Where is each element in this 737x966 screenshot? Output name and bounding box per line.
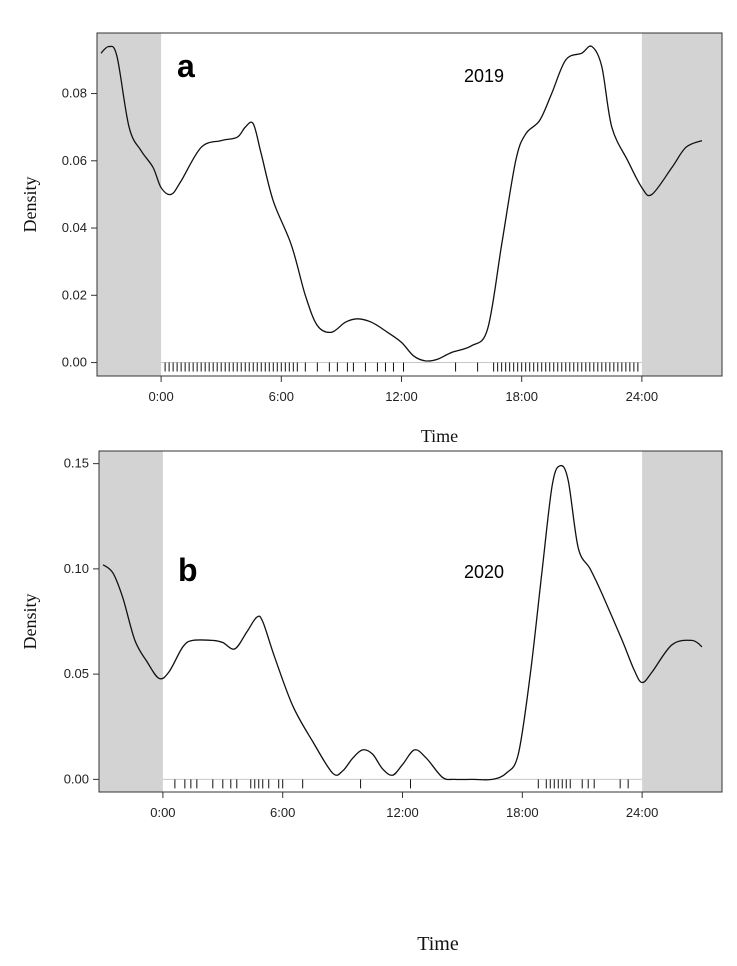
x-tick-label: 24:00	[626, 389, 659, 404]
footer-time-label: Time	[417, 933, 459, 955]
y-tick-label: 0.05	[64, 666, 89, 681]
panel-b-density-curve	[102, 464, 703, 781]
panel-a-x-axis-title: Time	[421, 426, 458, 446]
panel-a-letter: a	[177, 48, 195, 84]
panel-a-night-shading	[97, 33, 722, 376]
x-tick-label: 0:00	[148, 389, 173, 404]
panel-b-rug	[174, 779, 629, 789]
x-tick-label: 12:00	[386, 805, 419, 820]
panel-a-x-axis: 0:00 6:00 12:00 18:00 24:00	[148, 376, 658, 404]
y-tick-label: 0.00	[64, 771, 89, 786]
y-tick-label: 0.04	[62, 220, 87, 235]
y-tick-label: 0.06	[62, 153, 87, 168]
x-tick-label: 12:00	[385, 389, 418, 404]
x-tick-label: 24:00	[626, 805, 659, 820]
panel-b-y-axis-title: Density	[20, 594, 40, 650]
panel-b-y-axis: 0.00 0.05 0.10 0.15	[64, 456, 99, 786]
x-tick-label: 6:00	[269, 389, 294, 404]
panel-b-letter: b	[178, 552, 198, 588]
night-shade-region-0	[97, 33, 162, 376]
night-shade-region-1	[641, 33, 722, 376]
panel-a-density-curve	[100, 45, 703, 362]
y-tick-label: 0.08	[62, 86, 87, 101]
panel-a-rug	[164, 362, 639, 372]
y-tick-label: 0.10	[64, 561, 89, 576]
panel-b-frame	[98, 450, 723, 793]
night-shade-region-0	[99, 451, 163, 792]
panel-b-year-label: 2020	[464, 562, 504, 582]
panel-b-2020: 0:00 6:00 12:00 18:00 24:00 0.00 0.05 0.10 0.15…	[20, 450, 723, 820]
panel-a-plot-area	[97, 33, 722, 376]
x-tick-label: 0:00	[150, 805, 175, 820]
panel-b-x-axis: 0:00 6:00 12:00 18:00 24:00	[150, 792, 658, 820]
panel-a-2019: 0:00 6:00 12:00 18:00 24:00 0.00 0.02 0.04 0.06…	[20, 32, 723, 446]
y-tick-label: 0.02	[62, 287, 87, 302]
panel-a-y-axis-title: Density	[20, 177, 40, 233]
x-tick-label: 6:00	[270, 805, 295, 820]
panel-b-plot-area	[99, 451, 722, 792]
panel-a-y-axis: 0.00 0.02 0.04 0.06 0.08	[62, 86, 97, 370]
panel-b-night-shading	[99, 451, 722, 792]
night-shade-region-1	[642, 451, 722, 792]
y-tick-label: 0.00	[62, 355, 87, 370]
panel-a-year-label: 2019	[464, 66, 504, 86]
x-tick-label: 18:00	[506, 805, 539, 820]
x-tick-label: 18:00	[505, 389, 538, 404]
panel-a-frame	[96, 32, 723, 377]
y-tick-label: 0.15	[64, 456, 89, 471]
